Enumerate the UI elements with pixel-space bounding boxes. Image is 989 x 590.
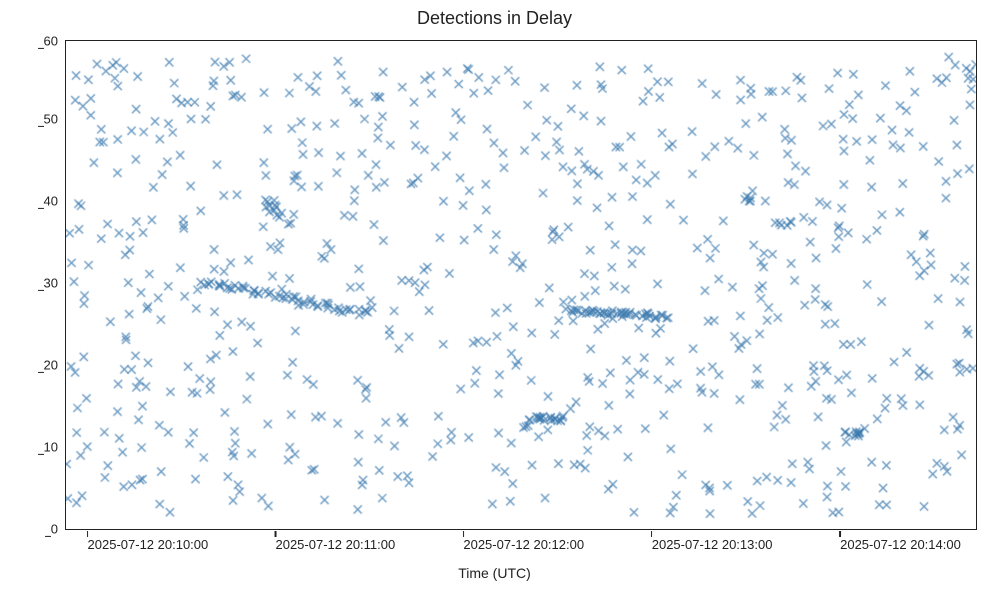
x-tick-1: 2025-07-12 20:11:00	[275, 537, 395, 552]
y-tick-10: 10	[44, 440, 58, 455]
y-tick-60: 60	[44, 34, 58, 49]
y-tick-40: 40	[44, 194, 58, 209]
y-tick-30: 30	[44, 276, 58, 291]
x-tick-0: 2025-07-12 20:10:00	[88, 537, 209, 552]
x-tick-3: 2025-07-12 20:13:00	[652, 537, 773, 552]
y-tick-20: 20	[44, 358, 58, 373]
x-tick-4: 2025-07-12 20:14:00	[840, 537, 961, 552]
y-tick-0: 0	[51, 522, 58, 537]
x-tick-2: 2025-07-12 20:12:00	[463, 537, 584, 552]
chart-title: Detections in Delay	[0, 8, 989, 29]
plot-area: 60 50 40 30 20 10 0 2025-07-12 20:10:00 …	[65, 40, 977, 530]
x-axis-label: Time (UTC)	[0, 565, 989, 581]
y-tick-50: 50	[44, 112, 58, 127]
scatter-canvas	[66, 41, 976, 529]
chart-container: Detections in Delay 60 50 40 30 20 10 0 …	[0, 0, 989, 590]
